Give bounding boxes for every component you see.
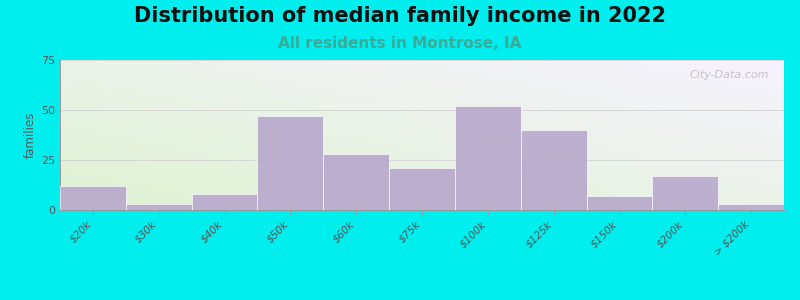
Text: All residents in Montrose, IA: All residents in Montrose, IA <box>278 36 522 51</box>
Bar <box>60 186 126 210</box>
Bar <box>389 168 455 210</box>
Bar <box>652 176 718 210</box>
Y-axis label: families: families <box>24 112 37 158</box>
Bar <box>586 196 652 210</box>
Bar <box>323 154 389 210</box>
Bar <box>126 204 192 210</box>
Bar <box>455 106 521 210</box>
Bar <box>258 116 323 210</box>
Bar <box>521 130 586 210</box>
Bar <box>192 194 258 210</box>
Bar <box>718 204 784 210</box>
Text: City-Data.com: City-Data.com <box>690 70 770 80</box>
Text: Distribution of median family income in 2022: Distribution of median family income in … <box>134 6 666 26</box>
